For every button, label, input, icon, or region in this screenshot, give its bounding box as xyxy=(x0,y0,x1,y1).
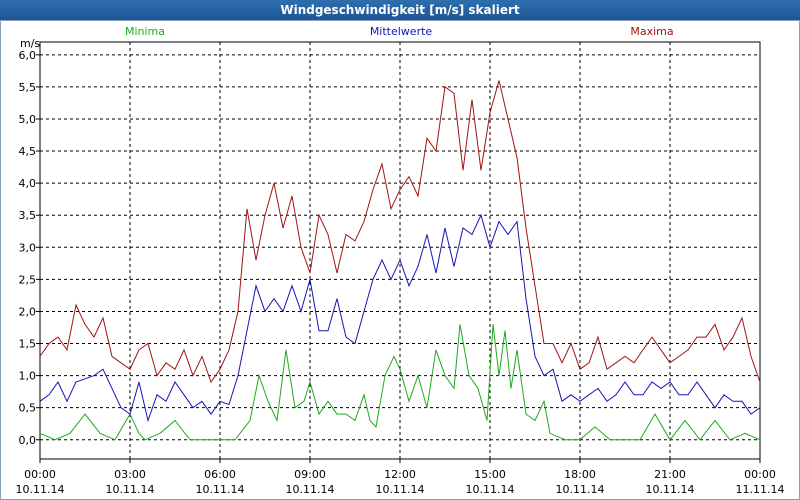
legend-mittelwerte: Mittelwerte xyxy=(370,25,433,38)
series-mittelwerte xyxy=(39,213,761,423)
xtick-date-label: 10.11.14 xyxy=(466,483,515,496)
ytick-label: 6,0 xyxy=(19,49,37,62)
xtick-date-label: 10.11.14 xyxy=(106,483,155,496)
y-axis-label: m/s xyxy=(20,37,40,50)
legend-maxima: Maxima xyxy=(630,25,673,38)
xtick-date-label: 10.11.14 xyxy=(196,483,245,496)
xtick-date-label: 10.11.14 xyxy=(376,483,425,496)
ytick-label: 3,0 xyxy=(19,241,37,254)
xtick-time-label: 06:00 xyxy=(204,468,236,481)
legend: Minima Mittelwerte Maxima xyxy=(125,25,674,38)
plot-area xyxy=(39,41,761,460)
xtick-time-label: 00:00 xyxy=(24,468,56,481)
ytick-label: 5,5 xyxy=(19,81,37,94)
y-axis: 0,0 0,5 1,0 1,5 2,0 2,5 3,0 3,5 4,0 4,5 5,0 5,5 6,0 xyxy=(19,49,40,447)
legend-minima: Minima xyxy=(125,25,165,38)
xtick-time-label: 12:00 xyxy=(384,468,416,481)
ytick-label: 1,5 xyxy=(19,338,37,351)
ytick-label: 4,0 xyxy=(19,177,37,190)
xtick-time-label: 03:00 xyxy=(114,468,146,481)
xtick-date-label: 10.11.14 xyxy=(646,483,695,496)
series-minima xyxy=(39,324,761,441)
xtick-time-label: 15:00 xyxy=(474,468,506,481)
grid-lines xyxy=(39,42,761,459)
xtick-time-label: 09:00 xyxy=(294,468,326,481)
xtick-date-label: 10.11.14 xyxy=(286,483,335,496)
chart-area: 0,00,51,01,52,02,53,03,54,04,55,05,56,0 … xyxy=(0,20,800,500)
ytick-label: 2,5 xyxy=(19,273,37,286)
xtick-date-label: 11.11.14 xyxy=(736,483,785,496)
ytick-label: 5,0 xyxy=(19,113,37,126)
series-maxima xyxy=(39,80,761,384)
ytick-label: 4,5 xyxy=(19,145,37,158)
xtick-time-label: 21:00 xyxy=(654,468,686,481)
ytick-label: 0,5 xyxy=(19,402,37,415)
x-axis: 00:00 10.11.14 03:00 10.11.14 06:00 10.11.14 0… xyxy=(16,459,785,496)
ytick-label: 0,0 xyxy=(19,434,37,447)
ytick-label: 1,0 xyxy=(19,370,37,383)
xtick-time-label: 00:00 xyxy=(744,468,776,481)
xtick-time-label: 18:00 xyxy=(564,468,596,481)
series-layer xyxy=(39,80,761,441)
xtick-date-label: 10.11.14 xyxy=(556,483,605,496)
window-title: Windgeschwindigkeit [m/s] skaliert xyxy=(0,0,800,20)
ytick-label: 2,0 xyxy=(19,305,37,318)
xtick-date-label: 10.11.14 xyxy=(16,483,65,496)
ytick-label: 3,5 xyxy=(19,209,37,222)
